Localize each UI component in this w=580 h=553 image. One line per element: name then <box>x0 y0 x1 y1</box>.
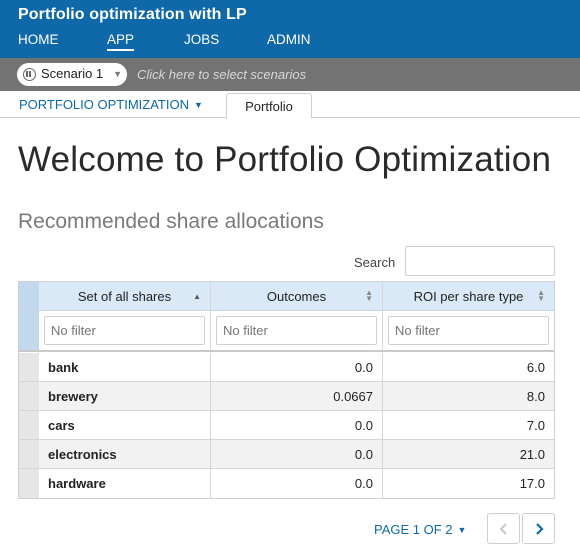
cell-outcome: 0.0 <box>211 469 383 498</box>
page-selector[interactable]: PAGE 1 OF 2 ▼ <box>374 522 466 537</box>
column-header-roi[interactable]: ROI per share type ▲ ▼ <box>383 282 554 310</box>
table-header-row: Set of all shares ▲ Outcomes ▲ ▼ ROI per … <box>19 282 554 311</box>
filter-input-outcomes[interactable] <box>216 316 377 345</box>
table-row[interactable]: bank 0.0 6.0 <box>19 353 554 382</box>
cell-share: bank <box>39 353 211 381</box>
table-filter-row <box>19 311 554 352</box>
chevron-right-icon <box>535 523 544 535</box>
tab-portfolio[interactable]: Portfolio <box>226 93 312 119</box>
scenario-label: Scenario 1 <box>41 66 104 81</box>
cell-outcome: 0.0 <box>211 411 383 439</box>
cell-roi: 6.0 <box>526 360 545 375</box>
sort-icon: ▲ ▼ <box>537 288 545 303</box>
cell-roi: 21.0 <box>519 447 545 462</box>
column-header-outcomes[interactable]: Outcomes ▲ ▼ <box>211 282 383 310</box>
table-row[interactable]: hardware 0.0 17.0 <box>19 469 554 498</box>
cell-outcome: 0.0 <box>211 440 383 468</box>
cell-roi: 17.0 <box>519 476 545 491</box>
breadcrumb-dropdown[interactable]: PORTFOLIO OPTIMIZATION ▼ <box>19 97 203 112</box>
table-row[interactable]: cars 0.0 7.0 <box>19 411 554 440</box>
cell-share: brewery <box>39 382 211 410</box>
chevron-left-icon <box>499 523 507 535</box>
next-page-button[interactable] <box>522 513 555 544</box>
breadcrumb-label: PORTFOLIO OPTIMIZATION <box>19 97 189 112</box>
main-nav: HOME APP JOBS ADMIN <box>0 30 580 58</box>
row-selector[interactable] <box>19 469 39 498</box>
filter-cell-shares <box>39 311 211 350</box>
allocations-table: Set of all shares ▲ Outcomes ▲ ▼ ROI per … <box>18 281 555 499</box>
cell-outcome: 0.0667 <box>211 382 383 410</box>
app-header: Portfolio optimization with LP HOME APP … <box>0 0 580 58</box>
scenario-selector[interactable]: Scenario 1 ▼ <box>17 63 127 86</box>
column-header-label: ROI per share type <box>413 289 524 304</box>
page-title: Welcome to Portfolio Optimization <box>18 140 552 179</box>
table-row[interactable]: electronics 0.0 21.0 <box>19 440 554 469</box>
app-title: Portfolio optimization with LP <box>18 6 247 23</box>
nav-admin[interactable]: ADMIN <box>267 32 311 47</box>
filter-cell-outcomes <box>211 311 383 350</box>
cell-share: electronics <box>39 440 211 468</box>
nav-app[interactable]: APP <box>107 32 135 51</box>
nav-home[interactable]: HOME <box>18 32 59 47</box>
filter-input-shares[interactable] <box>44 316 205 345</box>
column-header-label: Outcomes <box>266 289 327 304</box>
section-title: Recommended share allocations <box>18 210 324 233</box>
column-header-label: Set of all shares <box>77 289 172 304</box>
cell-share: cars <box>39 411 211 439</box>
scenario-icon <box>23 68 36 81</box>
cell-outcome: 0.0 <box>211 353 383 381</box>
tab-row: PORTFOLIO OPTIMIZATION ▼ Portfolio <box>0 91 580 119</box>
column-header-shares[interactable]: Set of all shares ▲ <box>39 282 211 310</box>
row-selector-header <box>19 282 39 310</box>
scenario-hint[interactable]: Click here to select scenarios <box>137 67 307 82</box>
cell-roi: 7.0 <box>526 418 545 433</box>
search-input[interactable] <box>405 246 555 276</box>
previous-page-button[interactable] <box>487 513 520 544</box>
cell-roi: 8.0 <box>526 389 545 404</box>
table-row[interactable]: brewery 0.0667 8.0 <box>19 382 554 411</box>
row-selector[interactable] <box>19 353 39 381</box>
caret-down-icon: ▼ <box>113 69 122 79</box>
nav-jobs[interactable]: JOBS <box>184 32 220 47</box>
page-label: PAGE 1 OF 2 <box>374 522 453 537</box>
row-selector[interactable] <box>19 440 39 468</box>
search-label: Search <box>354 255 396 270</box>
row-selector[interactable] <box>19 411 39 439</box>
sort-ascending-icon: ▲ <box>193 292 201 301</box>
row-selector[interactable] <box>19 382 39 410</box>
caret-down-icon: ▼ <box>193 100 203 110</box>
filter-input-roi[interactable] <box>388 316 549 345</box>
cell-share: hardware <box>39 469 211 498</box>
row-selector-filter <box>19 311 39 350</box>
caret-down-icon: ▼ <box>457 525 467 535</box>
filter-cell-roi <box>383 311 554 350</box>
sort-icon: ▲ ▼ <box>365 288 373 303</box>
